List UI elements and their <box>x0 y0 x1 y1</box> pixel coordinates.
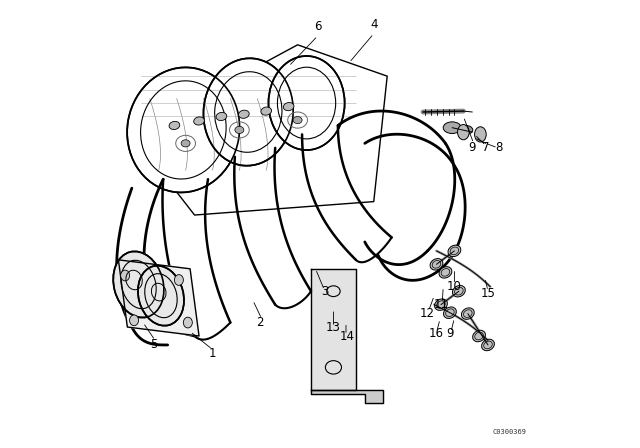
Ellipse shape <box>216 112 227 121</box>
Text: 12: 12 <box>420 307 435 320</box>
Ellipse shape <box>121 270 130 281</box>
Text: 15: 15 <box>481 287 495 300</box>
Ellipse shape <box>184 317 192 328</box>
Ellipse shape <box>475 127 486 142</box>
Text: 8: 8 <box>495 141 503 155</box>
Text: 9: 9 <box>468 141 476 155</box>
Ellipse shape <box>174 275 184 285</box>
Ellipse shape <box>452 285 465 297</box>
Ellipse shape <box>444 307 456 319</box>
Ellipse shape <box>181 140 190 147</box>
Ellipse shape <box>435 299 447 310</box>
Text: 13: 13 <box>326 320 341 334</box>
Ellipse shape <box>113 251 164 318</box>
Ellipse shape <box>448 245 461 257</box>
Text: C0300369: C0300369 <box>492 429 526 435</box>
Text: 7: 7 <box>482 141 490 155</box>
Ellipse shape <box>204 58 293 166</box>
Text: 6: 6 <box>314 20 321 34</box>
Ellipse shape <box>261 107 271 115</box>
Ellipse shape <box>461 308 474 319</box>
Ellipse shape <box>444 122 461 134</box>
Ellipse shape <box>458 125 473 134</box>
Polygon shape <box>311 269 356 390</box>
Ellipse shape <box>269 56 344 150</box>
Ellipse shape <box>430 258 443 270</box>
Text: 1: 1 <box>209 347 216 361</box>
Text: 5: 5 <box>150 338 158 352</box>
Ellipse shape <box>472 330 486 342</box>
Ellipse shape <box>138 266 184 326</box>
Ellipse shape <box>458 125 469 140</box>
Ellipse shape <box>293 116 302 124</box>
Text: 4: 4 <box>370 18 378 31</box>
Polygon shape <box>311 390 383 403</box>
Text: 16: 16 <box>429 327 444 340</box>
Text: 3: 3 <box>321 284 328 298</box>
Text: 9: 9 <box>446 327 454 340</box>
Polygon shape <box>118 260 199 336</box>
Ellipse shape <box>239 110 249 118</box>
Ellipse shape <box>127 67 239 193</box>
Ellipse shape <box>235 126 244 134</box>
Polygon shape <box>132 45 387 215</box>
Ellipse shape <box>284 103 294 111</box>
Ellipse shape <box>194 117 204 125</box>
Text: 14: 14 <box>339 329 355 343</box>
Ellipse shape <box>169 121 180 129</box>
Text: 11: 11 <box>433 298 449 311</box>
Text: 2: 2 <box>256 316 263 329</box>
Text: 10: 10 <box>447 280 462 293</box>
Ellipse shape <box>130 315 139 326</box>
Ellipse shape <box>481 339 495 351</box>
Ellipse shape <box>439 267 452 278</box>
